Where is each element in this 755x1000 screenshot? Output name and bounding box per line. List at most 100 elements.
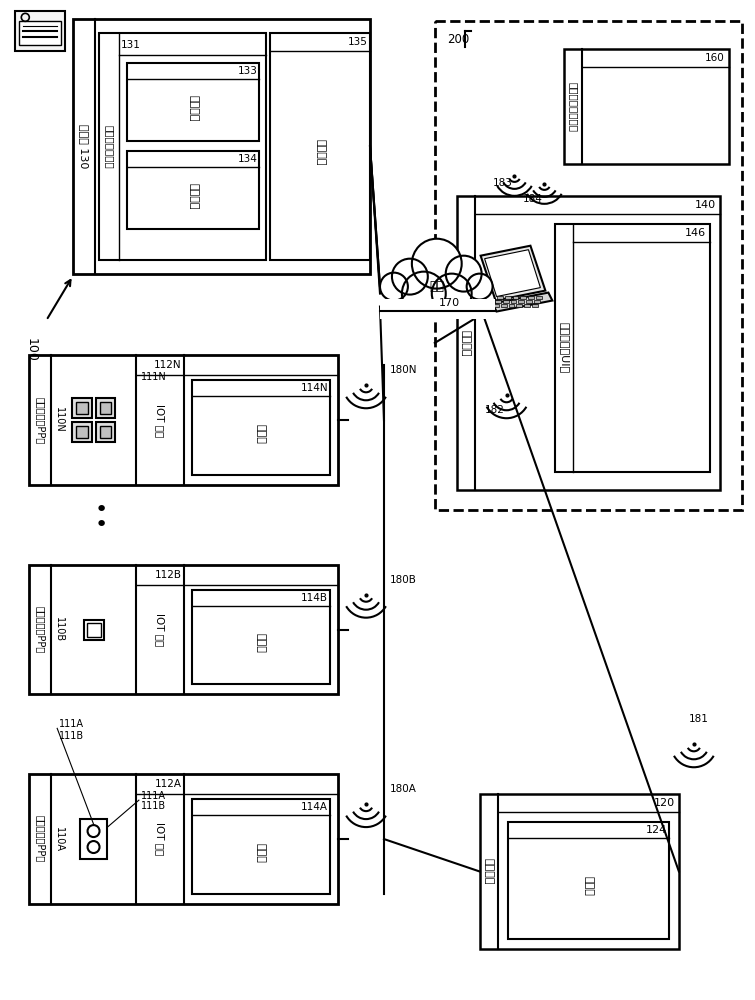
Text: 146: 146: [685, 228, 706, 238]
Text: 110A: 110A: [54, 827, 64, 852]
Bar: [435, 21, 741, 510]
Text: 监视程序: 监视程序: [315, 139, 325, 166]
Text: 111A: 111A: [59, 719, 84, 729]
Text: 元数据: 元数据: [256, 424, 266, 444]
Bar: [528, 296, 535, 299]
Text: 111A: 111A: [141, 791, 166, 801]
Text: •: •: [94, 500, 108, 520]
Bar: [492, 304, 498, 307]
Text: 110N: 110N: [54, 407, 64, 433]
Text: 电源端口（PP）: 电源端口（PP）: [35, 606, 45, 653]
Bar: [457, 196, 720, 490]
Text: 140: 140: [695, 200, 716, 210]
Text: 182: 182: [485, 405, 504, 415]
Bar: [503, 300, 509, 303]
Text: 114B: 114B: [301, 593, 328, 603]
Text: 电源端口（PP）: 电源端口（PP）: [35, 815, 45, 863]
Polygon shape: [485, 250, 541, 297]
Bar: [29, 355, 338, 485]
Text: 112B: 112B: [155, 570, 182, 580]
Text: 170: 170: [439, 298, 461, 308]
Text: 利用数据: 利用数据: [188, 95, 198, 121]
Bar: [536, 296, 542, 299]
Bar: [501, 304, 507, 307]
Text: 元数据: 元数据: [256, 633, 266, 653]
Text: 200: 200: [447, 33, 469, 46]
Bar: [520, 296, 526, 299]
Text: 133: 133: [238, 66, 257, 76]
Text: 124: 124: [646, 825, 667, 835]
Circle shape: [392, 259, 428, 295]
Bar: [270, 33, 370, 260]
Bar: [73, 19, 370, 274]
Text: 135: 135: [348, 37, 368, 47]
Bar: [72, 398, 91, 418]
Bar: [526, 300, 532, 303]
Bar: [495, 300, 501, 303]
Text: 180B: 180B: [390, 575, 417, 585]
Bar: [100, 402, 112, 414]
Text: 120: 120: [654, 798, 675, 808]
Text: 输入设备: 输入设备: [484, 858, 494, 885]
Bar: [516, 304, 522, 307]
Bar: [100, 426, 112, 438]
Text: 100: 100: [25, 338, 38, 362]
Text: 112N: 112N: [154, 360, 182, 370]
Bar: [380, 299, 495, 319]
Bar: [504, 296, 510, 299]
Text: 用户设备支持硬件: 用户设备支持硬件: [569, 82, 578, 132]
Text: 网络: 网络: [430, 280, 444, 293]
Text: 用户界面（UI）: 用户界面（UI）: [559, 322, 569, 373]
Text: IOT 设备: IOT 设备: [155, 822, 165, 856]
Bar: [84, 620, 103, 640]
Text: 元数据: 元数据: [583, 876, 593, 896]
Circle shape: [432, 274, 472, 314]
Text: IOT 设备: IOT 设备: [155, 613, 165, 646]
Bar: [76, 402, 88, 414]
Bar: [79, 819, 107, 859]
Polygon shape: [481, 246, 545, 301]
Circle shape: [412, 239, 462, 289]
Bar: [192, 799, 330, 894]
Text: 114N: 114N: [300, 383, 328, 393]
Bar: [87, 623, 100, 637]
Bar: [497, 296, 503, 299]
Text: 110B: 110B: [54, 617, 64, 642]
Bar: [564, 49, 729, 164]
Text: 111N: 111N: [141, 372, 167, 382]
Bar: [72, 422, 91, 442]
Text: 114A: 114A: [301, 802, 328, 812]
Bar: [535, 300, 541, 303]
Bar: [29, 565, 338, 694]
Bar: [510, 300, 516, 303]
Text: 服务器 130: 服务器 130: [79, 124, 89, 169]
Bar: [15, 11, 65, 51]
Circle shape: [380, 273, 408, 301]
Text: 111B: 111B: [59, 731, 85, 741]
Text: 电源端口（PP）: 电源端口（PP）: [35, 397, 45, 444]
Bar: [20, 21, 61, 45]
Text: 134: 134: [238, 154, 257, 164]
Bar: [513, 296, 519, 299]
Bar: [96, 422, 116, 442]
Bar: [519, 300, 525, 303]
Text: 元数据: 元数据: [256, 843, 266, 862]
Text: 用户设备: 用户设备: [188, 183, 198, 209]
Bar: [127, 151, 260, 229]
Text: 用户设备: 用户设备: [461, 330, 470, 356]
Circle shape: [402, 272, 445, 316]
Bar: [76, 426, 88, 438]
Text: 160: 160: [705, 53, 725, 63]
Bar: [192, 380, 330, 475]
Bar: [192, 590, 330, 684]
Text: 180A: 180A: [390, 784, 417, 794]
Text: 183: 183: [492, 178, 513, 188]
Bar: [532, 304, 538, 307]
Text: 场所信息数据库: 场所信息数据库: [104, 125, 114, 168]
Text: 111B: 111B: [141, 801, 166, 811]
Bar: [509, 304, 514, 307]
Bar: [556, 224, 710, 472]
Text: 112A: 112A: [155, 779, 182, 789]
Bar: [29, 774, 338, 904]
Bar: [127, 63, 260, 141]
